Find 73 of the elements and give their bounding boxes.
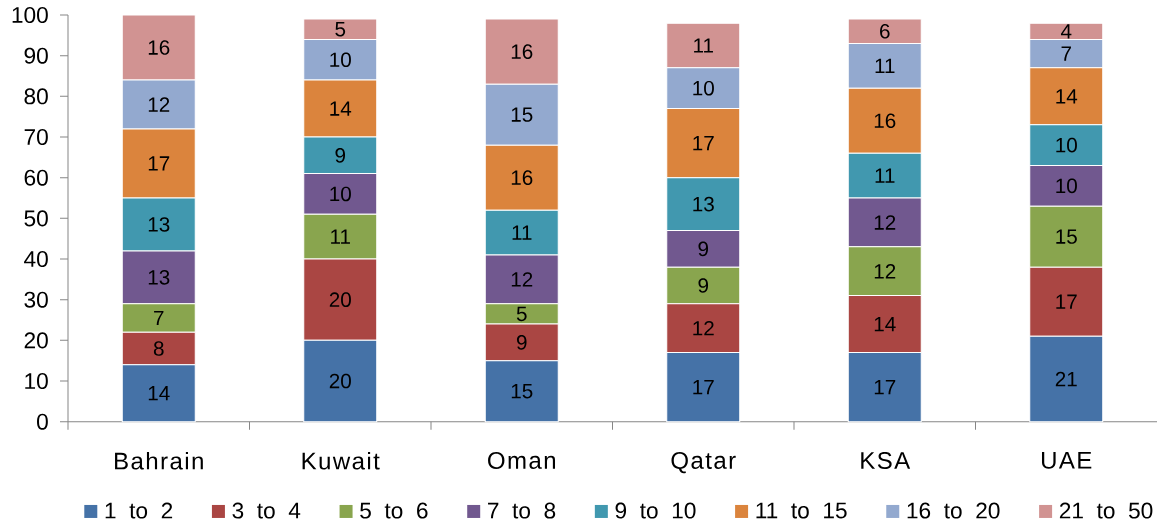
x-tick-label: Oman (488, 451, 556, 469)
y-tick-label: 20 (24, 332, 48, 349)
data-label: 12 (511, 272, 533, 287)
y-tick-label: 80 (24, 88, 48, 105)
data-label: 9 (516, 335, 527, 350)
data-label: 16 (148, 40, 170, 55)
data-label: 10 (693, 80, 714, 96)
x-tick-label: Qatar (671, 451, 736, 474)
legend-label: 5 to 6 (360, 502, 428, 519)
data-label: 15 (1056, 229, 1077, 244)
data-label: 16 (874, 113, 896, 129)
data-label: 13 (148, 217, 170, 232)
data-label: 10 (330, 52, 351, 68)
data-label: 21 (1055, 371, 1077, 387)
data-label: 16 (511, 170, 533, 185)
data-label: 11 (512, 225, 532, 240)
legend-label: 3 to 4 (232, 502, 301, 519)
y-tick-label: 50 (24, 210, 48, 227)
data-label: 9 (698, 278, 709, 293)
data-label: 13 (693, 196, 714, 212)
y-tick-label: 30 (24, 291, 48, 308)
data-label: 11 (694, 38, 713, 53)
data-label: 20 (329, 373, 351, 389)
data-label: 15 (511, 107, 533, 122)
y-tick-label: 0 (37, 413, 48, 430)
y-tick-label: 10 (25, 373, 48, 390)
data-label: 6 (880, 23, 890, 39)
data-label: 14 (1056, 89, 1078, 104)
x-tick-label: Bahrain (115, 451, 203, 470)
data-label: 11 (875, 168, 895, 183)
x-tick-label: UAE (1041, 451, 1092, 469)
data-label: 9 (698, 241, 709, 257)
y-tick-label: 40 (24, 251, 48, 268)
legend-label: 1 to 2 (105, 502, 173, 519)
data-label: 17 (1056, 294, 1077, 309)
x-tick-label: Kuwait (302, 451, 380, 470)
data-label: 7 (1061, 46, 1071, 61)
y-tick-label: 100 (12, 6, 48, 24)
data-label: 11 (331, 229, 350, 244)
y-tick-label: 60 (24, 169, 48, 186)
data-label: 7 (154, 310, 164, 326)
data-label: 17 (693, 380, 714, 395)
data-label: 14 (874, 316, 896, 332)
data-label: 14 (148, 386, 170, 401)
data-label: 5 (516, 306, 527, 322)
legend-label: 21 to 50 (1059, 502, 1153, 519)
data-label: 17 (874, 380, 896, 395)
data-label: 5 (335, 22, 346, 37)
data-label: 10 (330, 186, 351, 202)
legend-label: 7 to 8 (488, 502, 556, 519)
data-label: 17 (693, 136, 714, 151)
y-tick-label: 70 (24, 128, 48, 146)
legend-label: 16 to 20 (907, 502, 1000, 519)
data-label: 9 (335, 148, 346, 163)
data-label: 12 (693, 320, 714, 336)
legend-label: 9 to 10 (615, 502, 696, 519)
y-tick-label: 90 (24, 47, 48, 64)
data-label: 15 (511, 383, 533, 399)
data-label: 8 (153, 341, 164, 356)
data-label: 16 (511, 44, 533, 59)
data-label: 12 (874, 215, 896, 230)
data-label: 4 (1060, 24, 1072, 39)
data-label: 13 (148, 270, 170, 285)
data-label: 11 (875, 58, 895, 73)
x-tick-label: KSA (861, 451, 911, 469)
data-label: 10 (1056, 137, 1077, 153)
data-label: 12 (874, 264, 896, 279)
data-label: 17 (148, 156, 170, 171)
data-label: 20 (329, 292, 351, 308)
data-label: 14 (330, 101, 352, 116)
data-label: 12 (148, 97, 170, 112)
legend-label: 11 to 15 (756, 502, 847, 519)
data-label: 10 (1056, 178, 1077, 194)
